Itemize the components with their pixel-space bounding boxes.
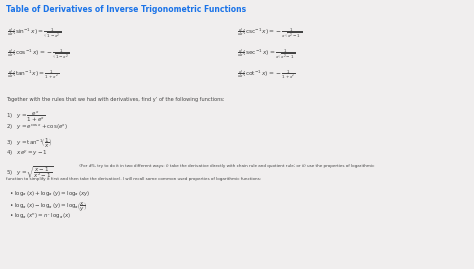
Text: $\frac{d}{dx}(\tan^{-1}x) = \frac{1}{1+x^2}$: $\frac{d}{dx}(\tan^{-1}x) = \frac{1}{1+x… (7, 69, 59, 81)
Text: 5)   $y = \sqrt{\dfrac{x-1}{x^2-1}}$: 5) $y = \sqrt{\dfrac{x-1}{x^2-1}}$ (6, 164, 53, 180)
Text: $\bullet\ \log_a(x^n) = n \cdot \log_a(x)$: $\bullet\ \log_a(x^n) = n \cdot \log_a(x… (9, 212, 72, 221)
Text: 4)   $xe^y = y - 1$: 4) $xe^y = y - 1$ (6, 148, 48, 158)
Text: $\bullet\ \log_a(x) + \log_a(y) = \log_a(xy)$: $\bullet\ \log_a(x) + \log_a(y) = \log_a… (9, 189, 91, 197)
Text: $\bullet\ \log_a(x) - \log_a(y) = \log_a\!\left(\dfrac{x}{y}\right)$: $\bullet\ \log_a(x) - \log_a(y) = \log_a… (9, 200, 88, 213)
Text: (For #5, try to do it in two different ways: i) take the derivative directly wit: (For #5, try to do it in two different w… (78, 164, 374, 168)
Text: 1)   $y = \dfrac{e^x}{1+e^x}$: 1) $y = \dfrac{e^x}{1+e^x}$ (6, 110, 45, 124)
Text: Together with the rules that we had with derivatives, find y’ of the following f: Together with the rules that we had with… (6, 97, 224, 102)
Text: Table of Derivatives of Inverse Trigonometric Functions: Table of Derivatives of Inverse Trigonom… (6, 5, 246, 14)
Text: 3)   $y = \tan^{-1}\!\left(\dfrac{1}{x}\right)$: 3) $y = \tan^{-1}\!\left(\dfrac{1}{x}\ri… (6, 136, 52, 148)
Text: $\frac{d}{dx}(\sin^{-1}x) = \frac{1}{\sqrt{1-x^2}}$: $\frac{d}{dx}(\sin^{-1}x) = \frac{1}{\sq… (7, 26, 62, 40)
Text: $\frac{d}{dx}(\csc^{-1}x) = -\frac{1}{x\sqrt{x^2-1}}$: $\frac{d}{dx}(\csc^{-1}x) = -\frac{1}{x\… (237, 26, 302, 40)
Text: 2)   $y = e^{\cos x} + \cos(e^x)$: 2) $y = e^{\cos x} + \cos(e^x)$ (6, 123, 68, 132)
Text: $\frac{d}{dx}(\cot^{-1}x) = -\frac{1}{1+x^2}$: $\frac{d}{dx}(\cot^{-1}x) = -\frac{1}{1+… (237, 69, 296, 81)
Text: $\frac{d}{dx}(\sec^{-1}x) = \frac{1}{x\sqrt{x^2-1}}$: $\frac{d}{dx}(\sec^{-1}x) = \frac{1}{x\s… (237, 47, 295, 61)
Text: $\frac{d}{dx}(\cos^{-1}x) = -\frac{1}{\sqrt{1-x^2}}$: $\frac{d}{dx}(\cos^{-1}x) = -\frac{1}{\s… (7, 47, 70, 61)
Text: function to simplify it first and then take the derivative). I will recall some : function to simplify it first and then t… (6, 177, 261, 181)
